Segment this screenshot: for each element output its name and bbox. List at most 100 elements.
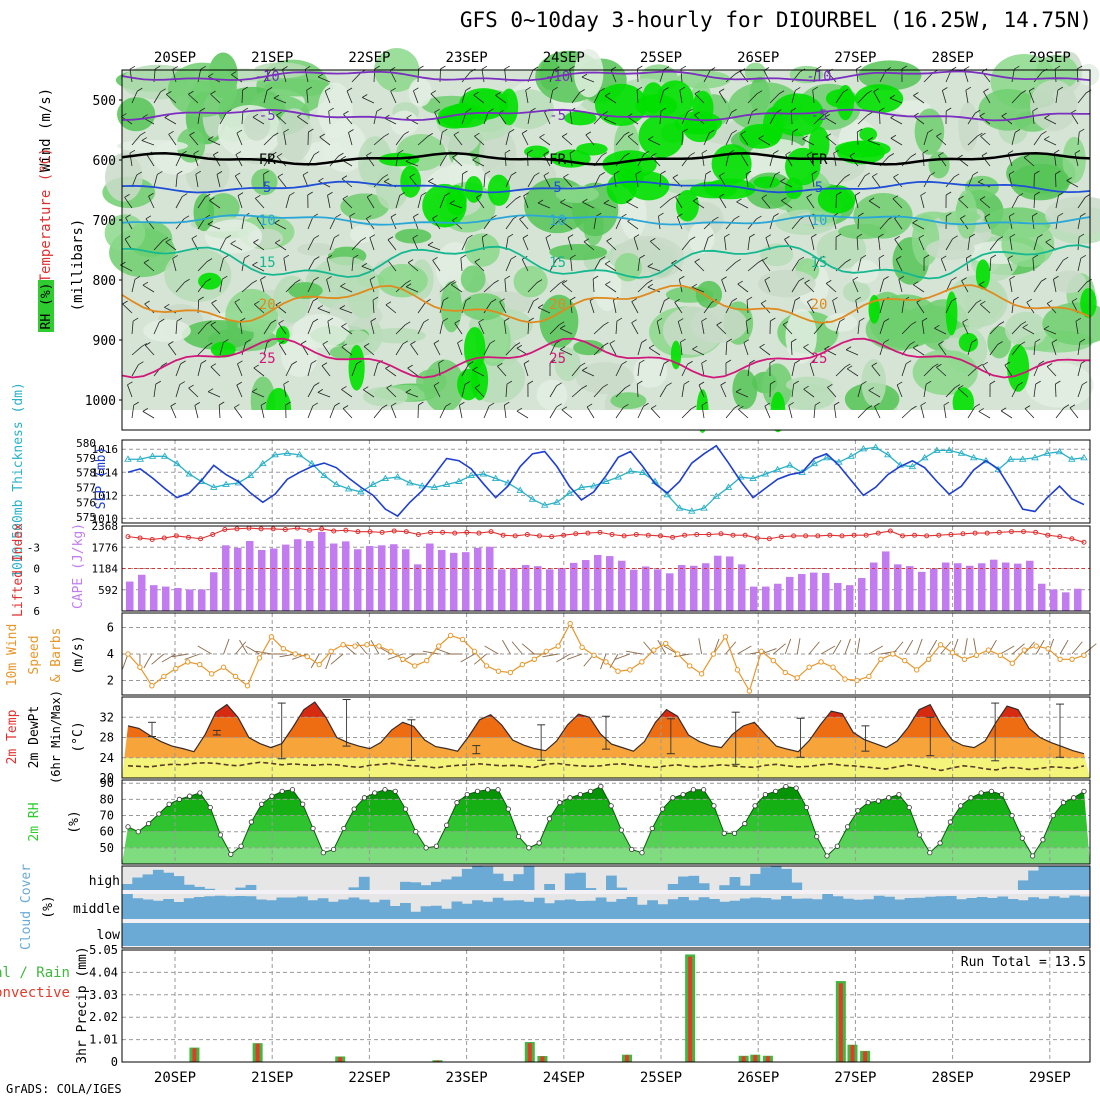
isotherm-label: -10 xyxy=(545,69,570,85)
rh-point xyxy=(238,843,244,849)
thickness-point xyxy=(786,461,794,468)
wind-barb xyxy=(964,638,968,655)
wind-barb-flag xyxy=(678,318,684,322)
wind-barb xyxy=(142,284,155,293)
cape-bar xyxy=(606,556,614,611)
wind-barb-flag xyxy=(236,129,243,134)
wind-barb-flag xyxy=(1046,363,1053,367)
wind-barb xyxy=(626,201,639,209)
wind-barb-flag xyxy=(604,260,611,265)
isotherm-line xyxy=(121,284,1091,324)
wind-barb-flag xyxy=(922,149,929,154)
wind-barb-flag xyxy=(184,278,190,283)
isotherm-line xyxy=(121,214,1091,226)
cloud-cell xyxy=(688,900,700,919)
wind-barb xyxy=(307,300,314,314)
lifted-point xyxy=(258,526,264,532)
wind-barb-flag xyxy=(923,254,930,259)
wind-barb xyxy=(626,650,642,655)
thickness-slp-panel: 57557657757857958010101012101410161000-5… xyxy=(11,382,1091,578)
wind-barb xyxy=(637,406,644,419)
cloud-cell xyxy=(400,881,411,890)
cloud-cell xyxy=(1069,895,1081,919)
wind-barb xyxy=(747,262,759,272)
wind-barb-flag xyxy=(231,71,237,75)
wind-barb-flag xyxy=(905,360,912,365)
lifted-point xyxy=(1057,534,1063,540)
wind-barb xyxy=(637,258,641,272)
wind-barb xyxy=(503,405,507,419)
rh-point xyxy=(135,829,141,835)
isotherm-label: -5 xyxy=(549,108,566,124)
wind-barb-flag xyxy=(833,401,840,406)
wind-barb-flag xyxy=(1055,170,1061,175)
wind-barb xyxy=(833,405,837,419)
precip-conv-bar xyxy=(255,1043,260,1062)
wind-barb xyxy=(461,71,471,83)
wind-barb xyxy=(197,69,202,83)
wind-barb-flag xyxy=(971,339,977,343)
wind-barb xyxy=(725,133,733,146)
wind-barb xyxy=(1032,258,1035,272)
cape-bar xyxy=(894,564,902,611)
wind-barb-flag xyxy=(154,65,161,70)
precip-frame xyxy=(121,949,1091,1063)
wind-barb xyxy=(188,93,199,104)
slp-tick-label: 1012 xyxy=(92,489,119,502)
slp-tick-label: 1014 xyxy=(92,466,119,479)
cape-bar xyxy=(498,569,506,611)
thickness-point xyxy=(1055,447,1064,455)
wind-barb-flag xyxy=(474,258,480,263)
wind-barb-flag xyxy=(734,404,740,409)
rh-point xyxy=(526,845,532,851)
wind-speed-point xyxy=(436,643,442,649)
cloud-cell xyxy=(307,900,319,919)
wind-barb xyxy=(901,324,912,335)
wind-barb-flag xyxy=(737,280,743,285)
wind-barb-flag xyxy=(399,192,405,196)
wind-barb-flag xyxy=(460,254,467,259)
rh-cell xyxy=(964,175,999,199)
wind-barb-flag xyxy=(946,212,952,217)
wind-barb-flag xyxy=(735,388,742,393)
cloud-cell xyxy=(647,923,658,946)
wind-barb xyxy=(544,112,551,125)
rh-point xyxy=(978,790,984,796)
wind-barb xyxy=(958,198,969,209)
wind-barb-flag xyxy=(210,363,217,368)
wind-barb-flag xyxy=(705,170,711,175)
cloud-cell xyxy=(873,895,885,919)
wind-barb xyxy=(941,90,947,104)
cloud-cell xyxy=(956,899,967,919)
wind-barb xyxy=(832,216,837,230)
wind-barb-flag xyxy=(674,298,680,303)
wind-barb-flag xyxy=(560,325,566,329)
wind-barb-flag xyxy=(207,220,214,225)
wind-barb-flag xyxy=(1032,254,1039,259)
cloud-cell xyxy=(832,896,844,919)
thickness-point xyxy=(540,501,549,508)
cape-bar xyxy=(762,586,770,611)
wind-barb-flag xyxy=(348,129,354,133)
wind-barb-flag xyxy=(650,238,656,242)
wind-barb xyxy=(390,216,397,230)
wind-barb xyxy=(386,387,397,398)
wind-barb-flag xyxy=(552,86,558,91)
wind-barb xyxy=(605,284,617,293)
wind-barb xyxy=(901,300,905,314)
x-tick-label-bottom: 22SEP xyxy=(348,1070,390,1086)
wind-barb-flag xyxy=(774,171,781,176)
wind-barb-flag xyxy=(983,88,989,93)
wind-barb xyxy=(197,196,206,209)
rh-legend-swatch xyxy=(38,280,54,332)
cape-bar xyxy=(834,583,842,611)
wind-barb-flag xyxy=(313,151,320,155)
wind-barb xyxy=(945,387,956,398)
wind-barb xyxy=(516,410,529,419)
wind-speed-point xyxy=(603,659,609,665)
isotherm-label: 15 xyxy=(811,255,828,271)
wind-barb-flag xyxy=(1043,325,1050,330)
wind-barb-flag xyxy=(651,405,657,409)
wind-barb xyxy=(609,343,617,356)
